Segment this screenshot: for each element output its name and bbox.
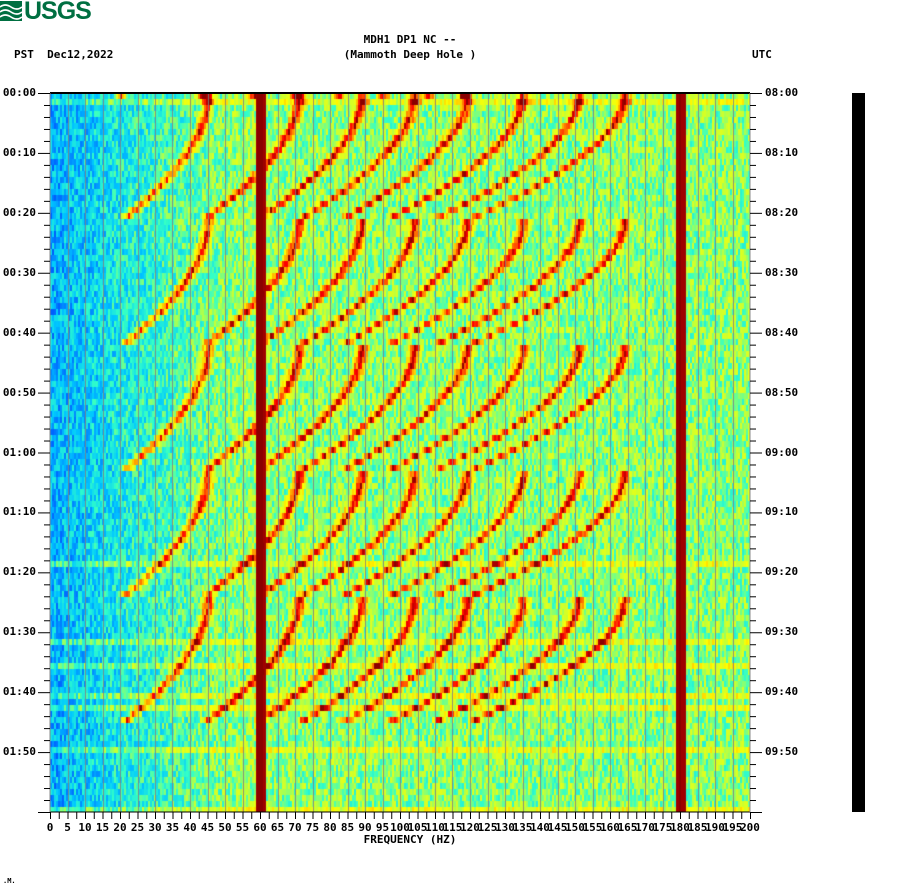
local-timezone-date: PST Dec12,2022 xyxy=(14,48,114,61)
x-tick-label: 5 xyxy=(64,821,71,834)
footer-mark: .M. xyxy=(3,877,16,885)
x-tick-label: 80 xyxy=(323,821,337,834)
y-tick-label-right: 08:20 xyxy=(765,205,799,219)
x-tick-label: 175 xyxy=(652,821,673,834)
usgs-logo: USGS xyxy=(0,0,92,25)
y-tick-label-left: 00:10 xyxy=(2,145,36,159)
station-subtitle: (Mammoth Deep Hole ) xyxy=(343,48,477,61)
y-tick-label-left: 00:00 xyxy=(2,86,36,99)
x-tick-label: 85 xyxy=(340,821,355,834)
station-title: MDH1 DP1 NC -- xyxy=(363,33,457,46)
x-tick-label: 130 xyxy=(495,821,515,834)
x-tick-label: 15 xyxy=(95,821,110,834)
y-tick-label-left: 01:10 xyxy=(2,505,36,519)
y-tick-label-left: 01:40 xyxy=(2,685,36,699)
x-tick-label: 115 xyxy=(442,821,463,834)
x-tick-label: 165 xyxy=(617,821,638,834)
x-tick-label: 135 xyxy=(512,821,533,834)
x-tick-label: 55 xyxy=(235,821,250,834)
amplitude-scale-bar xyxy=(852,93,865,812)
x-tick-label: 190 xyxy=(705,821,725,834)
x-tick-label: 50 xyxy=(218,821,232,834)
x-tick-label: 35 xyxy=(165,821,180,834)
spectrogram-plot xyxy=(50,93,750,812)
y-tick-label-left: 00:50 xyxy=(2,385,36,399)
y-tick-label-right: 09:20 xyxy=(765,565,799,579)
logo-text: USGS xyxy=(24,0,92,25)
y-tick-label-left: 01:30 xyxy=(2,625,36,639)
x-tick-label: 140 xyxy=(530,821,550,834)
x-tick-label: 45 xyxy=(200,821,215,834)
y-tick-label-right: 09:40 xyxy=(765,685,799,699)
x-tick-label: 70 xyxy=(288,821,302,834)
y-tick-label-left: 00:40 xyxy=(2,325,36,339)
x-tick-label: 100 xyxy=(390,821,410,834)
x-tick-label: 125 xyxy=(477,821,498,834)
spectrogram-canvas xyxy=(50,93,750,812)
x-tick-label: 25 xyxy=(130,821,145,834)
y-tick-label-right: 08:50 xyxy=(765,385,799,399)
y-tick-label-right: 09:30 xyxy=(765,625,799,639)
x-tick-label: 200 xyxy=(740,821,760,834)
y-tick-label-left: 00:20 xyxy=(2,205,36,219)
x-tick-label: 0 xyxy=(46,821,54,834)
x-tick-label: 185 xyxy=(687,821,708,834)
y-tick-label-right: 09:00 xyxy=(765,445,799,459)
x-tick-label: 155 xyxy=(582,821,603,834)
utc-label: UTC xyxy=(752,48,772,61)
x-tick-label: 120 xyxy=(460,821,480,834)
x-tick-label: 145 xyxy=(547,821,568,834)
x-axis-title: FREQUENCY (HZ) xyxy=(363,833,457,846)
x-tick-label: 10 xyxy=(78,821,92,834)
x-tick-label: 170 xyxy=(635,821,655,834)
x-tick-label: 150 xyxy=(565,821,585,834)
x-tick-label: 30 xyxy=(148,821,162,834)
y-tick-label-left: 01:20 xyxy=(2,565,36,579)
usgs-wave-icon xyxy=(0,1,22,21)
y-tick-label-right: 08:30 xyxy=(765,265,799,279)
x-tick-label: 195 xyxy=(722,821,743,834)
y-tick-label-left: 00:30 xyxy=(2,265,36,279)
y-tick-label-right: 08:40 xyxy=(765,325,799,339)
x-tick-label: 20 xyxy=(113,821,127,834)
x-tick-label: 90 xyxy=(358,821,372,834)
x-tick-label: 65 xyxy=(270,821,285,834)
y-tick-label-left: 01:50 xyxy=(2,745,36,759)
x-tick-label: 160 xyxy=(600,821,620,834)
y-tick-label-left: 01:00 xyxy=(2,445,36,459)
x-tick-label: 110 xyxy=(425,821,445,834)
x-tick-label: 40 xyxy=(183,821,197,834)
x-tick-label: 75 xyxy=(305,821,320,834)
y-tick-label-right: 09:50 xyxy=(765,745,799,759)
x-tick-label: 60 xyxy=(253,821,267,834)
x-tick-label: 95 xyxy=(375,821,390,834)
x-tick-label: 180 xyxy=(670,821,690,834)
y-tick-label-right: 08:00 xyxy=(765,86,799,99)
x-tick-label: 105 xyxy=(407,821,428,834)
y-tick-label-right: 09:10 xyxy=(765,505,799,519)
y-tick-label-right: 08:10 xyxy=(765,145,799,159)
